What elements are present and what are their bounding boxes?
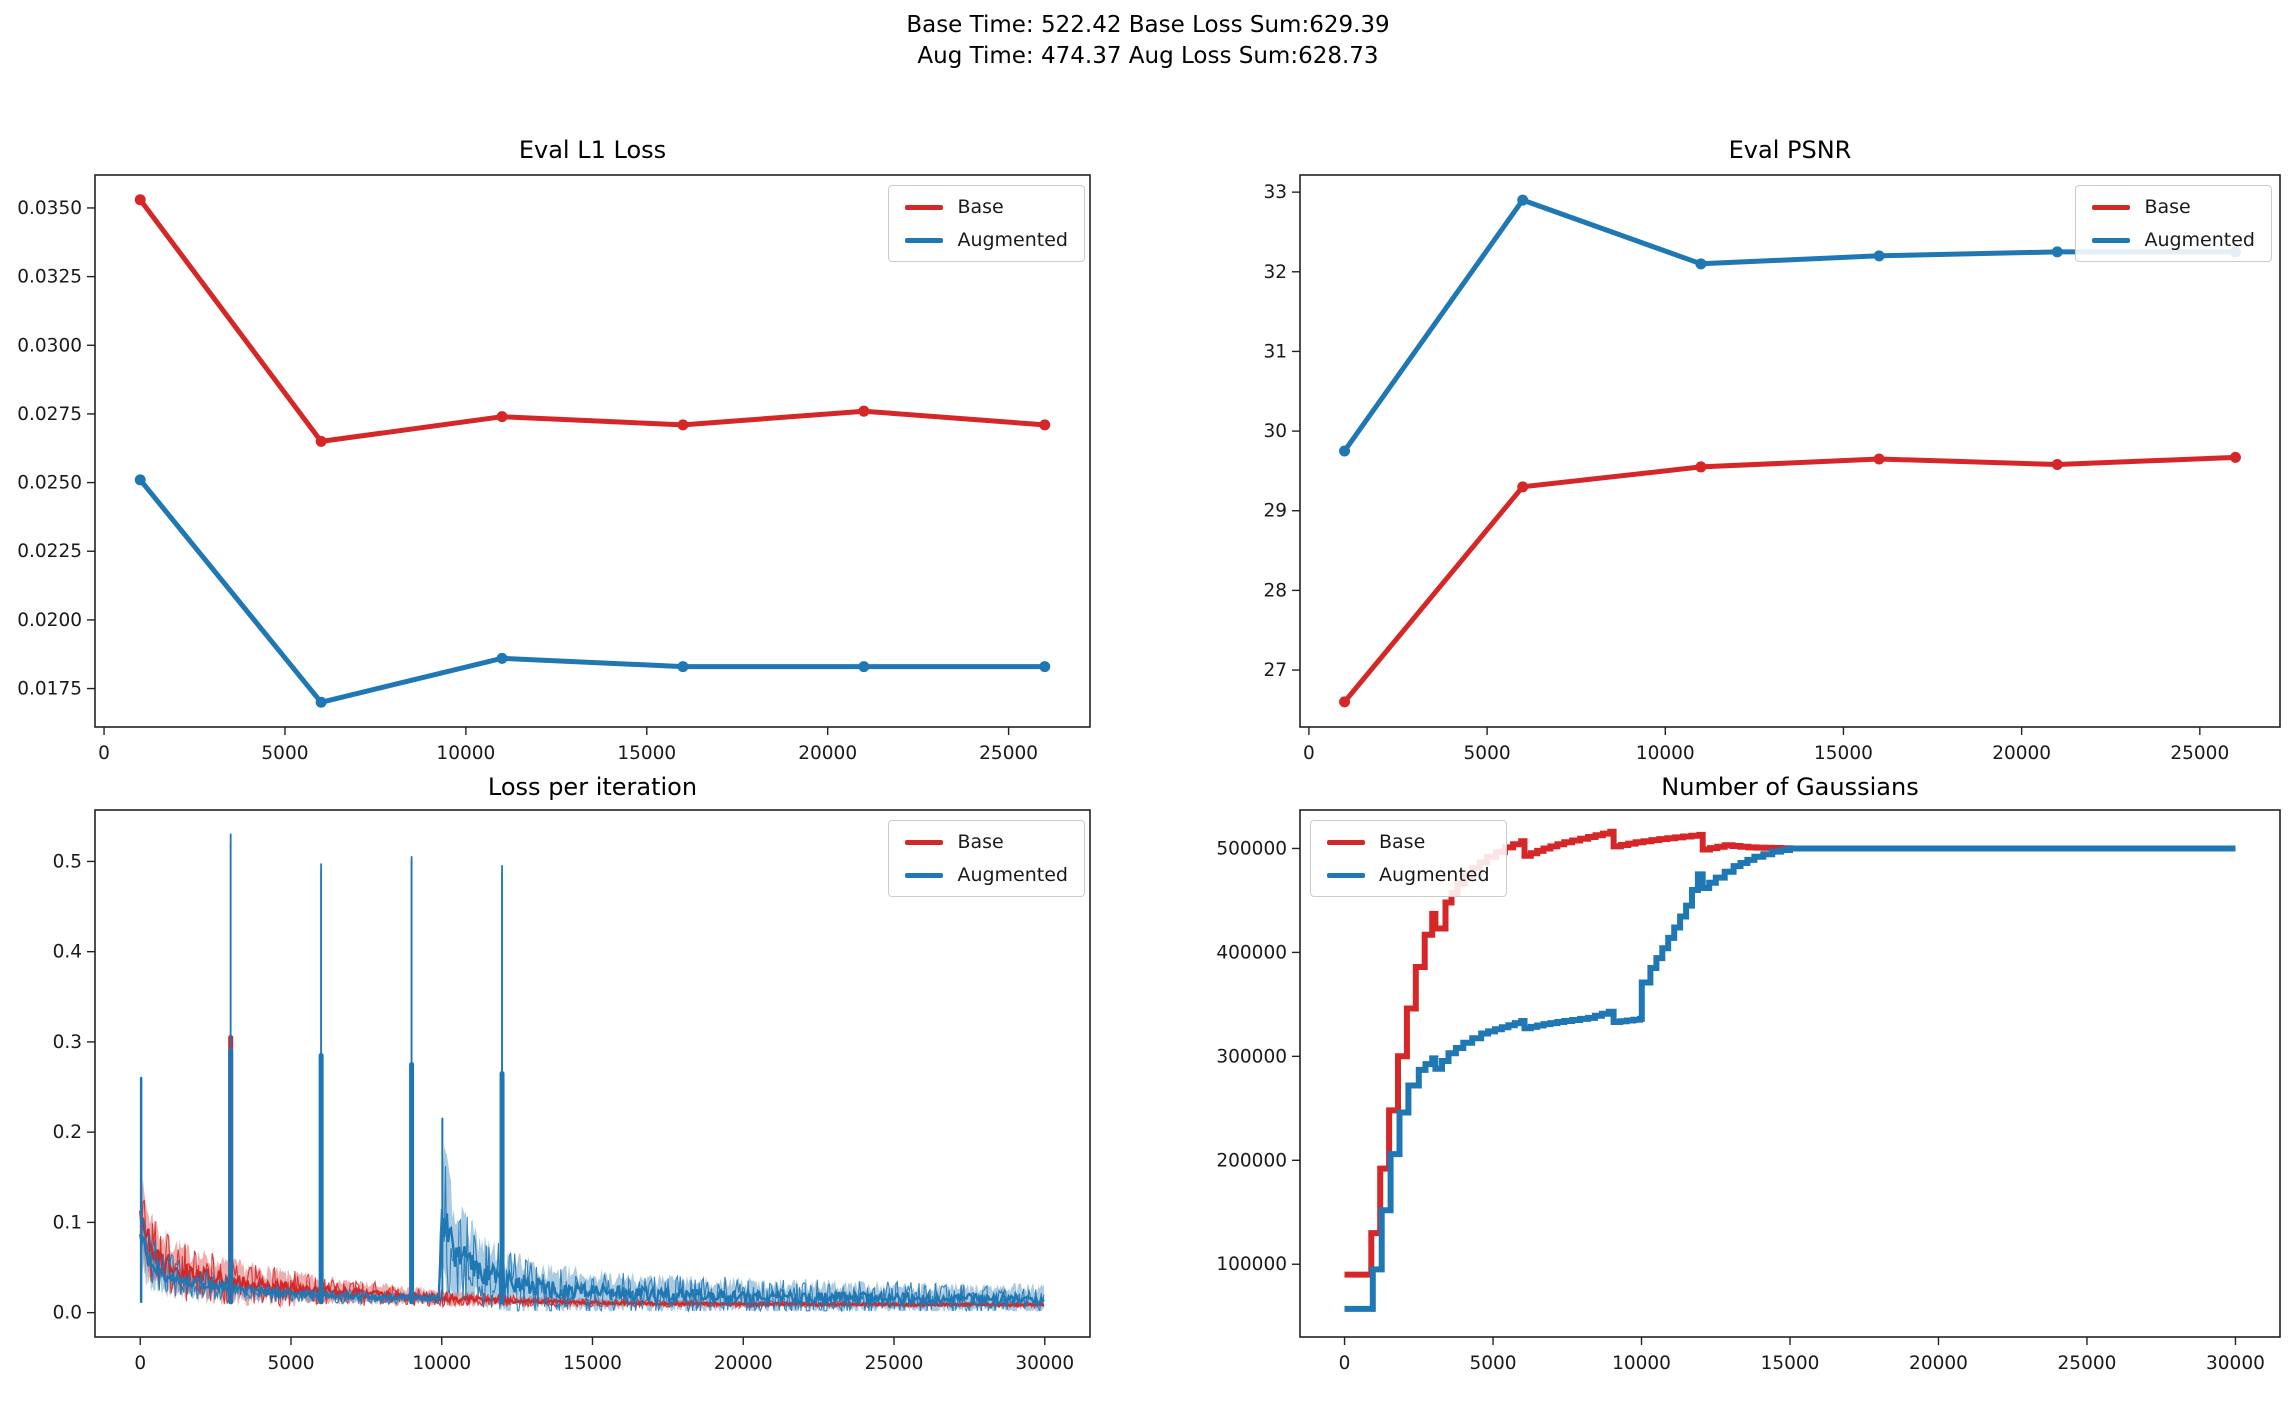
svg-text:0.0250: 0.0250 (17, 473, 82, 494)
chart-eval-l1-loss: Eval L1 Loss 0 5000 10000 15000 20000 25000 0.… (0, 100, 1148, 760)
legend-item-base: Base (905, 831, 1068, 853)
svg-text:15000: 15000 (1761, 1353, 1820, 1374)
plot-area-eval-psnr: 0 5000 10000 15000 20000 25000 27 28 29 30 31 32 33 (1263, 174, 2281, 760)
svg-text:0.0200: 0.0200 (17, 610, 82, 631)
svg-text:0.0300: 0.0300 (17, 335, 82, 356)
svg-text:25000: 25000 (979, 743, 1038, 760)
legend-eval-psnr: Base Augmented (2075, 185, 2272, 262)
svg-text:0.0325: 0.0325 (17, 267, 82, 288)
svg-text:0.0175: 0.0175 (17, 679, 82, 700)
svg-text:20000: 20000 (798, 743, 857, 760)
svg-text:0.2: 0.2 (53, 1122, 82, 1143)
svg-text:300000: 300000 (1216, 1046, 1287, 1067)
svg-text:0.1: 0.1 (53, 1212, 82, 1233)
svg-text:10000: 10000 (412, 1353, 471, 1374)
svg-text:15000: 15000 (617, 743, 676, 760)
svg-text:0: 0 (134, 1353, 146, 1374)
legend-item-augmented: Augmented (905, 864, 1068, 886)
legend-label-base: Base (2144, 196, 2191, 218)
svg-text:29: 29 (1263, 501, 1287, 522)
svg-text:30000: 30000 (2206, 1353, 2265, 1374)
chart-title-loss-per-iteration: Loss per iteration (487, 773, 698, 801)
chart-title-number-of-gaussians: Number of Gaussians (1661, 773, 1919, 801)
chart-eval-psnr: Eval PSNR 0 5000 10000 15000 20000 25000 27 28 2… (1148, 100, 2296, 760)
svg-text:31: 31 (1263, 341, 1287, 362)
svg-text:5000: 5000 (1464, 743, 1511, 760)
svg-text:5000: 5000 (267, 1353, 314, 1374)
legend-label-base: Base (1379, 831, 1426, 853)
svg-text:30000: 30000 (1015, 1353, 1074, 1374)
legend-item-augmented: Augmented (905, 229, 1068, 251)
legend-number-of-gaussians: Base Augmented (1310, 820, 1507, 897)
legend-label-augmented: Augmented (1379, 864, 1490, 886)
legend-label-augmented: Augmented (2144, 229, 2255, 251)
suptitle-line-2: Aug Time: 474.37 Aug Loss Sum:628.73 (917, 43, 1379, 69)
svg-text:5000: 5000 (1469, 1353, 1516, 1374)
legend-swatch-augmented (2092, 237, 2131, 243)
svg-text:20000: 20000 (1992, 743, 2051, 760)
svg-text:25000: 25000 (2170, 743, 2229, 760)
svg-text:33: 33 (1263, 182, 1287, 203)
legend-item-augmented: Augmented (2092, 229, 2255, 251)
svg-text:10000: 10000 (1612, 1353, 1671, 1374)
legend-item-base: Base (905, 196, 1068, 218)
chart-title-eval-psnr: Eval PSNR (1728, 136, 1852, 164)
chart-title-eval-l1-loss: Eval L1 Loss (518, 136, 667, 164)
legend-label-augmented: Augmented (957, 229, 1068, 251)
svg-text:0: 0 (98, 743, 110, 760)
svg-text:15000: 15000 (563, 1353, 622, 1374)
legend-swatch-base (905, 839, 944, 845)
svg-text:0.0225: 0.0225 (17, 541, 82, 562)
legend-label-augmented: Augmented (957, 864, 1068, 886)
legend-item-base: Base (1327, 831, 1490, 853)
svg-text:0.0350: 0.0350 (17, 198, 82, 219)
svg-text:400000: 400000 (1216, 942, 1287, 963)
suptitle-line-1: Base Time: 522.42 Base Loss Sum:629.39 (906, 12, 1390, 38)
chart-number-of-gaussians: Number of Gaussians 0 5000 10000 15000 20000… (1148, 745, 2296, 1416)
svg-text:500000: 500000 (1216, 838, 1287, 859)
svg-text:20000: 20000 (1909, 1353, 1968, 1374)
svg-text:10000: 10000 (436, 743, 495, 760)
figure-suptitle: Base Time: 522.42 Base Loss Sum:629.39 A… (0, 10, 2296, 72)
legend-item-augmented: Augmented (1327, 864, 1490, 886)
legend-swatch-base (905, 204, 944, 210)
plot-area-eval-l1-loss: 0 5000 10000 15000 20000 25000 0.0175 0.0200 0.0… (17, 174, 1091, 760)
svg-text:25000: 25000 (865, 1353, 924, 1374)
legend-label-base: Base (957, 831, 1004, 853)
svg-text:0: 0 (1339, 1353, 1351, 1374)
legend-label-base: Base (957, 196, 1004, 218)
svg-text:0.3: 0.3 (53, 1032, 82, 1053)
svg-text:0: 0 (1303, 743, 1315, 760)
legend-swatch-augmented (905, 237, 944, 243)
svg-text:28: 28 (1263, 580, 1287, 601)
legend-swatch-augmented (905, 872, 944, 878)
plot-area-loss-per-iteration: 0 5000 10000 15000 20000 25000 30000 0.0 0.1 0.2 0… (53, 809, 1091, 1374)
legend-swatch-augmented (1327, 872, 1365, 878)
legend-loss-per-iteration: Base Augmented (888, 820, 1085, 897)
svg-text:32: 32 (1263, 262, 1287, 283)
plot-area-number-of-gaussians: 0 5000 10000 15000 20000 25000 30000 100000 2000… (1216, 809, 2281, 1374)
legend-swatch-base (1327, 839, 1365, 845)
legend-swatch-base (2092, 204, 2131, 210)
svg-text:10000: 10000 (1636, 743, 1695, 760)
svg-text:30: 30 (1263, 421, 1287, 442)
svg-text:25000: 25000 (2058, 1353, 2117, 1374)
svg-text:0.4: 0.4 (53, 942, 82, 963)
legend-eval-l1-loss: Base Augmented (888, 185, 1085, 262)
svg-text:27: 27 (1263, 660, 1287, 681)
svg-text:0.0: 0.0 (53, 1303, 82, 1324)
legend-item-base: Base (2092, 196, 2255, 218)
svg-text:5000: 5000 (261, 743, 308, 760)
chart-loss-per-iteration: Loss per iteration 0 5000 10000 15000 20000 2… (0, 745, 1148, 1416)
svg-text:0.5: 0.5 (53, 851, 82, 872)
svg-text:15000: 15000 (1814, 743, 1873, 760)
svg-text:0.0275: 0.0275 (17, 404, 82, 425)
svg-text:100000: 100000 (1216, 1254, 1287, 1275)
svg-text:200000: 200000 (1216, 1150, 1287, 1171)
svg-text:20000: 20000 (714, 1353, 773, 1374)
